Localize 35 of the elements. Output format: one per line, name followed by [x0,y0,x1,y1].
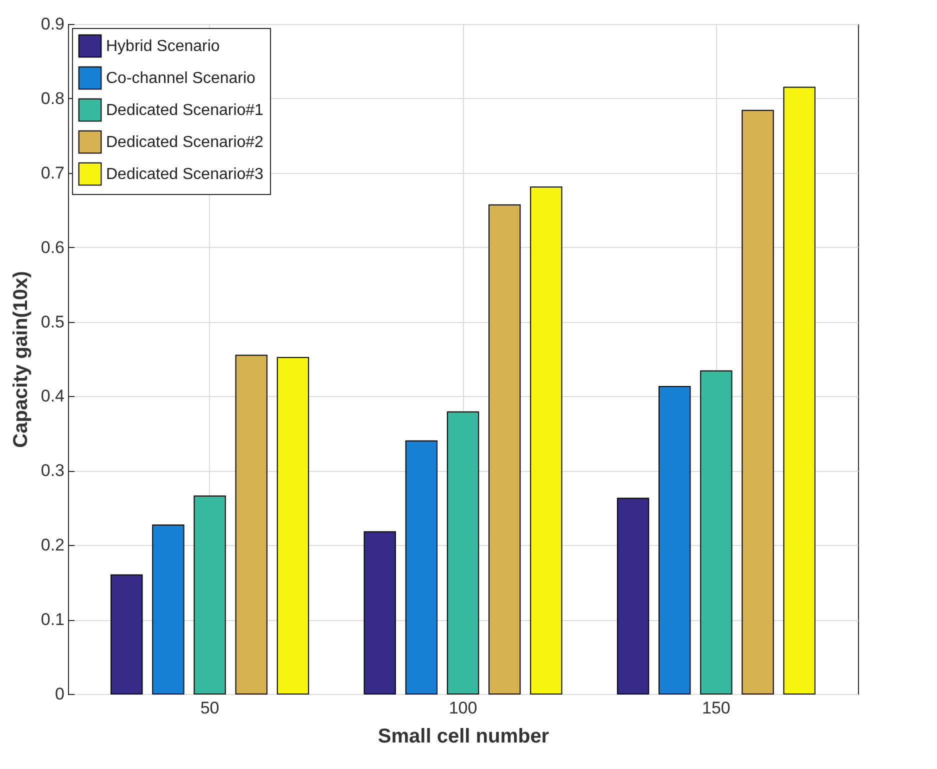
y-tick-label: 0.8 [40,88,64,108]
bar [616,498,650,694]
legend-label: Co-channel Scenario [106,70,256,87]
bar [700,370,732,694]
x-tick-label: 150 [702,698,730,718]
bar [446,411,480,694]
y-tick-label: 0.5 [40,312,64,332]
bar [488,204,521,694]
bar [783,86,816,694]
y-tick-label: 0.7 [40,163,64,182]
legend-label: Dedicated Scenario#3 [106,166,264,183]
y-tick-label: 0 [55,684,64,704]
bar [658,386,691,694]
y-axis-title: Capacity gain(10x) [10,271,32,448]
bar [276,357,310,694]
y-tick-label: 0.6 [40,238,64,257]
x-tick-label: 100 [448,698,478,718]
legend-label: Hybrid Scenario [106,38,220,55]
y-tick-label: 0.3 [40,461,64,480]
y-tick-label: 0.9 [40,14,64,34]
bar [742,110,774,694]
legend-label: Dedicated Scenario#1 [106,102,264,119]
legend-label: Dedicated Scenario#2 [106,134,264,151]
bar [530,186,562,694]
y-tick-label: 0.4 [40,386,64,406]
bar [194,495,226,694]
bar [235,354,268,694]
bar [405,440,438,694]
bar [364,531,396,694]
y-tick-label: 0.1 [40,610,64,630]
bar [110,574,143,694]
y-tick-label: 0.2 [40,536,64,555]
bar [152,524,184,694]
x-tick-label: 50 [200,698,220,718]
x-axis-title: Small cell number [378,726,550,748]
